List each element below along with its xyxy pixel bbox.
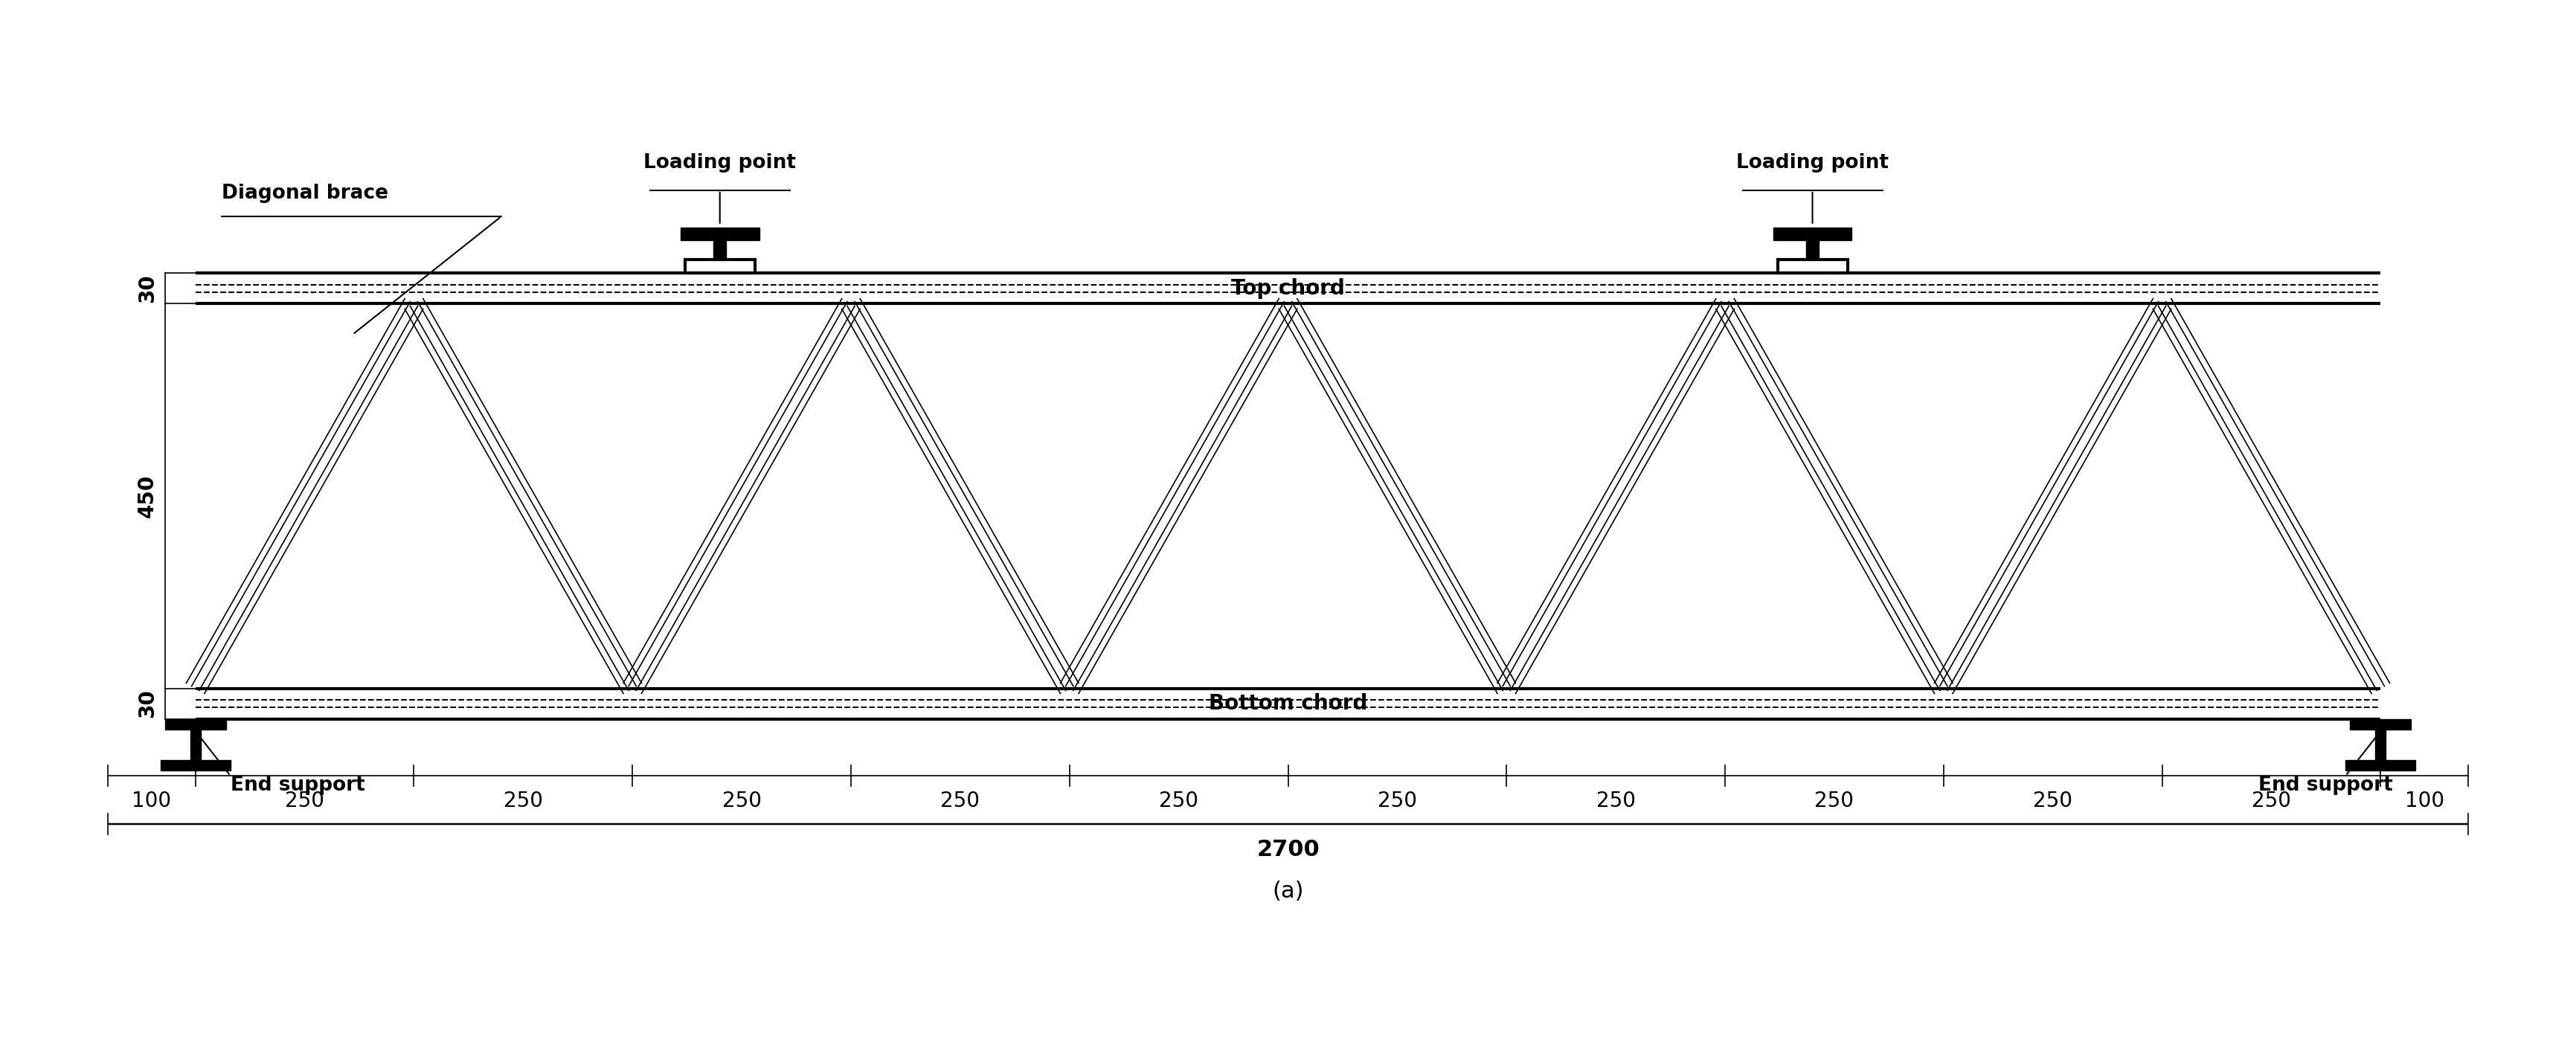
- Text: Diagonal brace: Diagonal brace: [222, 184, 389, 203]
- Text: 100: 100: [2403, 790, 2445, 811]
- Polygon shape: [2375, 730, 2385, 760]
- Text: Loading point: Loading point: [644, 153, 796, 173]
- Polygon shape: [2347, 760, 2416, 770]
- Text: 250: 250: [502, 790, 544, 811]
- Polygon shape: [714, 240, 726, 259]
- Text: 250: 250: [2032, 790, 2074, 811]
- Text: 250: 250: [1597, 790, 1636, 811]
- Polygon shape: [165, 719, 227, 730]
- Text: 30: 30: [137, 274, 157, 303]
- Polygon shape: [160, 760, 229, 770]
- Text: 250: 250: [1378, 790, 1417, 811]
- Polygon shape: [1777, 259, 1847, 273]
- Text: 2700: 2700: [1257, 839, 1319, 860]
- Polygon shape: [2349, 719, 2411, 730]
- Text: 100: 100: [131, 790, 173, 811]
- Text: 450: 450: [137, 475, 157, 517]
- Text: 250: 250: [286, 790, 325, 811]
- Text: Bottom chord: Bottom chord: [1208, 693, 1368, 714]
- Polygon shape: [191, 730, 201, 760]
- Polygon shape: [685, 259, 755, 273]
- Text: 250: 250: [1814, 790, 1855, 811]
- Polygon shape: [1806, 240, 1819, 259]
- Text: End support: End support: [2259, 775, 2393, 795]
- Text: End support: End support: [229, 775, 366, 795]
- Text: 250: 250: [940, 790, 979, 811]
- Polygon shape: [680, 227, 760, 240]
- Text: 250: 250: [1159, 790, 1198, 811]
- Text: 30: 30: [137, 689, 157, 718]
- Text: 250: 250: [2251, 790, 2290, 811]
- Text: Top chord: Top chord: [1231, 278, 1345, 298]
- Text: 250: 250: [721, 790, 762, 811]
- Text: Loading point: Loading point: [1736, 153, 1888, 173]
- Polygon shape: [1772, 227, 1852, 240]
- Text: (a): (a): [1273, 880, 1303, 902]
